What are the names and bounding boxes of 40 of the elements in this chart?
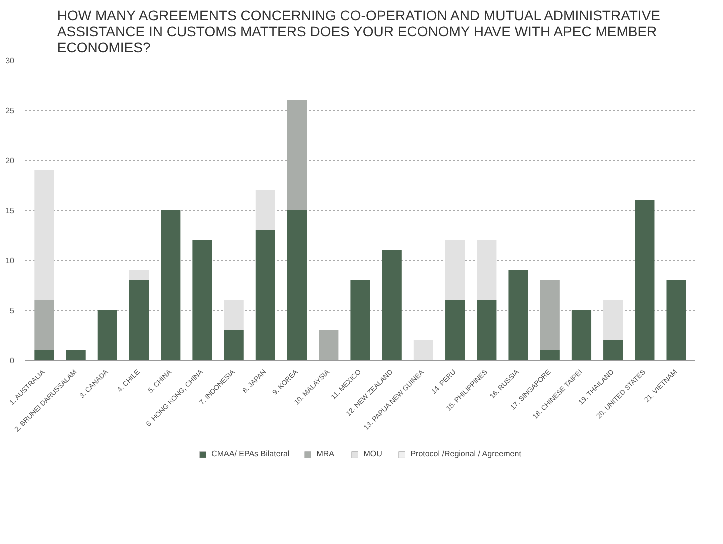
y-tick-label: 30 bbox=[6, 56, 16, 66]
bar bbox=[256, 230, 276, 360]
bar bbox=[224, 300, 244, 330]
bar bbox=[666, 280, 686, 360]
y-tick-label: 5 bbox=[10, 306, 16, 316]
bar bbox=[66, 350, 86, 360]
bar bbox=[161, 210, 181, 360]
bar bbox=[540, 350, 560, 360]
bar bbox=[446, 300, 466, 360]
bar bbox=[319, 330, 339, 360]
bar bbox=[604, 340, 624, 360]
bar bbox=[224, 330, 244, 360]
bar bbox=[635, 200, 655, 360]
legend-label: CMAA/ EPAs Bilateral bbox=[212, 450, 290, 458]
bar bbox=[129, 280, 150, 360]
y-tick-label: 10 bbox=[6, 256, 16, 266]
legend-label: MOU bbox=[364, 450, 384, 458]
bar bbox=[382, 250, 402, 360]
bar bbox=[604, 300, 624, 340]
legend-label: Protocol /Regional / Agreement bbox=[410, 450, 522, 458]
bar bbox=[34, 350, 54, 360]
y-tick-label: 20 bbox=[6, 156, 16, 166]
bar bbox=[446, 240, 466, 300]
y-tick-label: 0 bbox=[10, 356, 16, 366]
legend-label: MRA bbox=[316, 450, 336, 458]
bar bbox=[477, 240, 497, 300]
bar bbox=[256, 190, 276, 230]
bar bbox=[192, 240, 212, 360]
bar bbox=[350, 280, 370, 360]
bar bbox=[477, 300, 497, 360]
bar bbox=[34, 170, 54, 300]
chart-title: HOW MANY AGREEMENTS CONCERNING CO-OPERATION AND MUTUAL ADMINISTRATIVE ASSISTANCE IN CUSTOMS MATTERS DOES YOUR ECONOMY HAVE WITH APEC MEMBER ECONOMIES? bbox=[57, 8, 660, 56]
bar bbox=[414, 340, 434, 360]
y-tick-label: 15 bbox=[6, 206, 16, 216]
bar bbox=[129, 270, 150, 280]
bar bbox=[572, 310, 592, 360]
bar bbox=[287, 210, 308, 360]
y-tick-label: 25 bbox=[6, 106, 16, 116]
bar bbox=[508, 270, 528, 360]
bar bbox=[98, 310, 118, 360]
